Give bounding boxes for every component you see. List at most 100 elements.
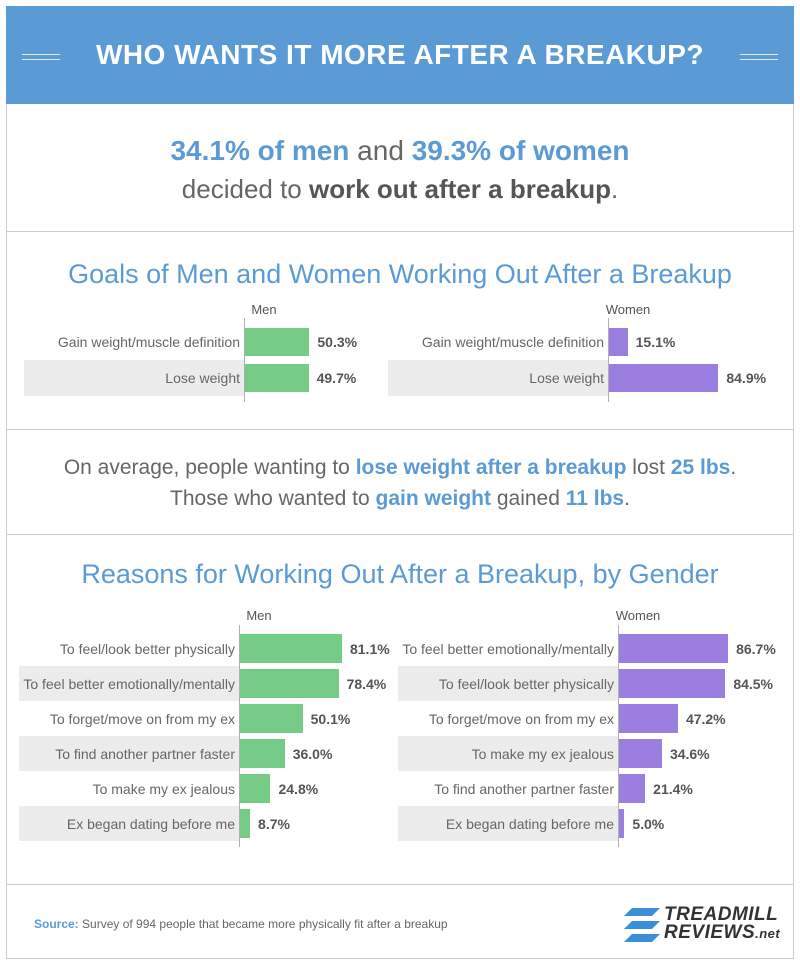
category-label: To feel better emotionally/mentally (402, 640, 614, 657)
value-label: 5.0% (632, 815, 665, 832)
stat1-bold: work out after a breakup (309, 174, 611, 204)
treadmill-reviews-logo: TREADMILL REVIEWS.net (624, 904, 784, 944)
stat2-h2: gain weight (375, 487, 492, 510)
axis-line (239, 625, 240, 847)
stat-weight: On average, people wanting to lose weigh… (6, 452, 794, 514)
stat2-p1: On average, people wanting to (63, 456, 356, 479)
value-label: 84.5% (733, 675, 774, 692)
row-background (388, 360, 608, 396)
value-label: 50.1% (310, 710, 351, 727)
stat2-p5: gained (491, 487, 566, 510)
axis-line (244, 318, 245, 402)
row-background (398, 806, 618, 841)
bar-men (239, 634, 342, 663)
women-pct: 39.3% of women (411, 135, 630, 166)
value-label: 86.7% (736, 640, 776, 657)
value-label: 36.0% (292, 745, 333, 762)
category-label: Gain weight/muscle definition (57, 334, 240, 350)
value-label: 21.4% (653, 780, 693, 797)
divider (6, 429, 794, 430)
value-label: 78.4% (346, 675, 387, 692)
header-rule-right (740, 54, 778, 55)
source-note: Source: Survey of 994 people that became… (34, 917, 448, 931)
category-label: Lose weight (165, 370, 240, 386)
bar-men (239, 669, 339, 698)
bar-women (618, 669, 726, 698)
stat2-p6: . (624, 487, 630, 510)
bar-women (618, 809, 625, 838)
bar-men (244, 364, 309, 392)
bar-women (618, 704, 678, 733)
category-label: Ex began dating before me (445, 815, 614, 832)
category-label: To feel/look better physically (59, 640, 235, 657)
panel-title-women: Women (605, 302, 651, 317)
header-banner: WHO WANTS IT MORE AFTER A BREAKUP? (6, 6, 794, 104)
row-background (398, 736, 618, 771)
value-label: 8.7% (258, 815, 290, 832)
category-label: Ex began dating before me (66, 815, 235, 832)
source-text: Survey of 994 people that became more ph… (78, 917, 448, 931)
stat2-b1: 25 lbs (670, 456, 731, 479)
bar-men (239, 774, 271, 803)
category-label: To feel/look better physically (438, 675, 614, 692)
value-label: 81.1% (349, 640, 390, 657)
stripes-logo-icon (624, 908, 660, 942)
value-label: 34.6% (669, 745, 710, 762)
row-background (19, 666, 239, 701)
bar-men (239, 739, 285, 768)
stat2-p3: . (730, 456, 737, 479)
stat1-post: . (610, 174, 619, 204)
category-label: To forget/move on from my ex (428, 710, 614, 727)
stat2-p4: Those who wanted to (170, 487, 376, 510)
value-label: 50.3% (317, 334, 358, 350)
row-background (19, 736, 239, 771)
divider (6, 231, 794, 232)
header-rule-right (740, 59, 778, 60)
header-rule-left (22, 54, 60, 55)
row-background (398, 666, 618, 701)
bar-women (618, 774, 646, 803)
category-label: To feel better emotionally/mentally (23, 675, 235, 692)
bar-men (239, 704, 303, 733)
panel-title-women: Women (615, 608, 661, 623)
men-pct: 34.1% of men (170, 135, 350, 166)
row-background (19, 806, 239, 841)
divider (6, 884, 794, 885)
category-label: To make my ex jealous (471, 745, 614, 762)
divider (6, 534, 794, 535)
category-label: To find another partner faster (434, 780, 614, 797)
axis-line (618, 625, 619, 847)
logo-line2-text: REVIEWS (664, 922, 756, 943)
value-label: 47.2% (685, 710, 726, 727)
category-label: To make my ex jealous (92, 780, 235, 797)
bar-men (239, 809, 251, 838)
category-label: Lose weight (529, 370, 604, 386)
bar-women (608, 328, 628, 356)
panel-title-men: Men (246, 608, 272, 623)
infographic-frame (6, 6, 794, 959)
source-label: Source: (34, 917, 79, 931)
logo-suffix: .net (755, 926, 781, 941)
row-background (24, 360, 244, 396)
bar-women (618, 634, 729, 663)
bar-men (244, 328, 310, 356)
category-label: To forget/move on from my ex (49, 710, 235, 727)
value-label: 84.9% (726, 370, 767, 386)
panel-title-men: Men (251, 302, 277, 317)
stat2-p2: lost (626, 456, 671, 479)
logo-line2: REVIEWS.net (664, 922, 780, 944)
value-label: 15.1% (635, 334, 676, 350)
axis-line (608, 318, 609, 402)
stat2-h1: lose weight after a breakup (355, 456, 627, 479)
stat1-pre: decided to (181, 174, 309, 204)
conjunction: and (349, 135, 412, 166)
logo-line1: TREADMILL (664, 904, 779, 925)
value-label: 24.8% (278, 780, 319, 797)
category-label: Gain weight/muscle definition (421, 334, 604, 350)
stat2-b2: 11 lbs (565, 487, 625, 510)
header-rule-left (22, 59, 60, 60)
page-title: WHO WANTS IT MORE AFTER A BREAKUP? (95, 39, 705, 70)
bar-women (608, 364, 719, 392)
bar-women (618, 739, 662, 768)
goals-chart-title: Goals of Men and Women Working Out After… (68, 259, 732, 289)
